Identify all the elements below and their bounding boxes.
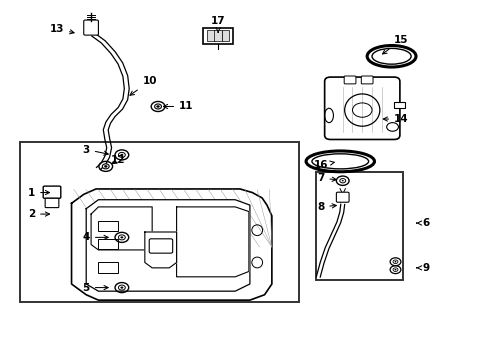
FancyBboxPatch shape [361,76,373,84]
FancyBboxPatch shape [149,239,172,253]
Text: 14: 14 [383,114,409,124]
Circle shape [102,164,109,169]
Text: 11: 11 [164,102,194,112]
Text: 12: 12 [111,155,125,165]
Polygon shape [176,207,249,277]
Polygon shape [86,200,250,291]
Circle shape [121,236,123,238]
Circle shape [119,235,125,240]
Bar [221,31,229,41]
Text: 13: 13 [49,24,74,34]
Bar [214,31,222,41]
FancyBboxPatch shape [336,192,349,202]
Bar [98,262,118,273]
Bar [394,102,405,108]
Polygon shape [72,189,272,300]
Text: 3: 3 [83,144,108,155]
FancyBboxPatch shape [45,198,59,208]
FancyBboxPatch shape [84,20,98,35]
FancyBboxPatch shape [43,186,61,198]
FancyBboxPatch shape [203,28,233,44]
FancyBboxPatch shape [325,77,400,139]
Bar [316,172,403,280]
Text: 5: 5 [83,283,108,293]
Circle shape [393,268,398,271]
Text: 16: 16 [314,160,334,170]
Bar [207,31,215,41]
Circle shape [340,179,345,183]
Circle shape [121,287,123,289]
Circle shape [393,260,398,264]
Text: 10: 10 [130,76,157,95]
Text: 15: 15 [383,35,409,54]
Text: 8: 8 [317,202,336,212]
Circle shape [104,165,107,167]
Circle shape [394,261,396,262]
Text: 4: 4 [82,232,108,242]
Bar [98,239,118,249]
Bar [20,142,299,302]
Text: 1: 1 [28,188,49,198]
Bar [98,221,118,231]
Circle shape [394,269,396,270]
Text: 17: 17 [211,17,225,32]
Text: 9: 9 [416,263,429,273]
Text: 2: 2 [28,209,49,219]
Polygon shape [145,232,176,268]
Circle shape [342,180,343,181]
Circle shape [119,285,125,290]
FancyBboxPatch shape [344,76,356,84]
Text: 6: 6 [416,218,429,228]
Circle shape [121,154,123,156]
Circle shape [157,105,159,108]
Text: 7: 7 [317,173,336,183]
Circle shape [119,152,125,157]
Polygon shape [91,207,152,250]
Circle shape [155,104,161,109]
